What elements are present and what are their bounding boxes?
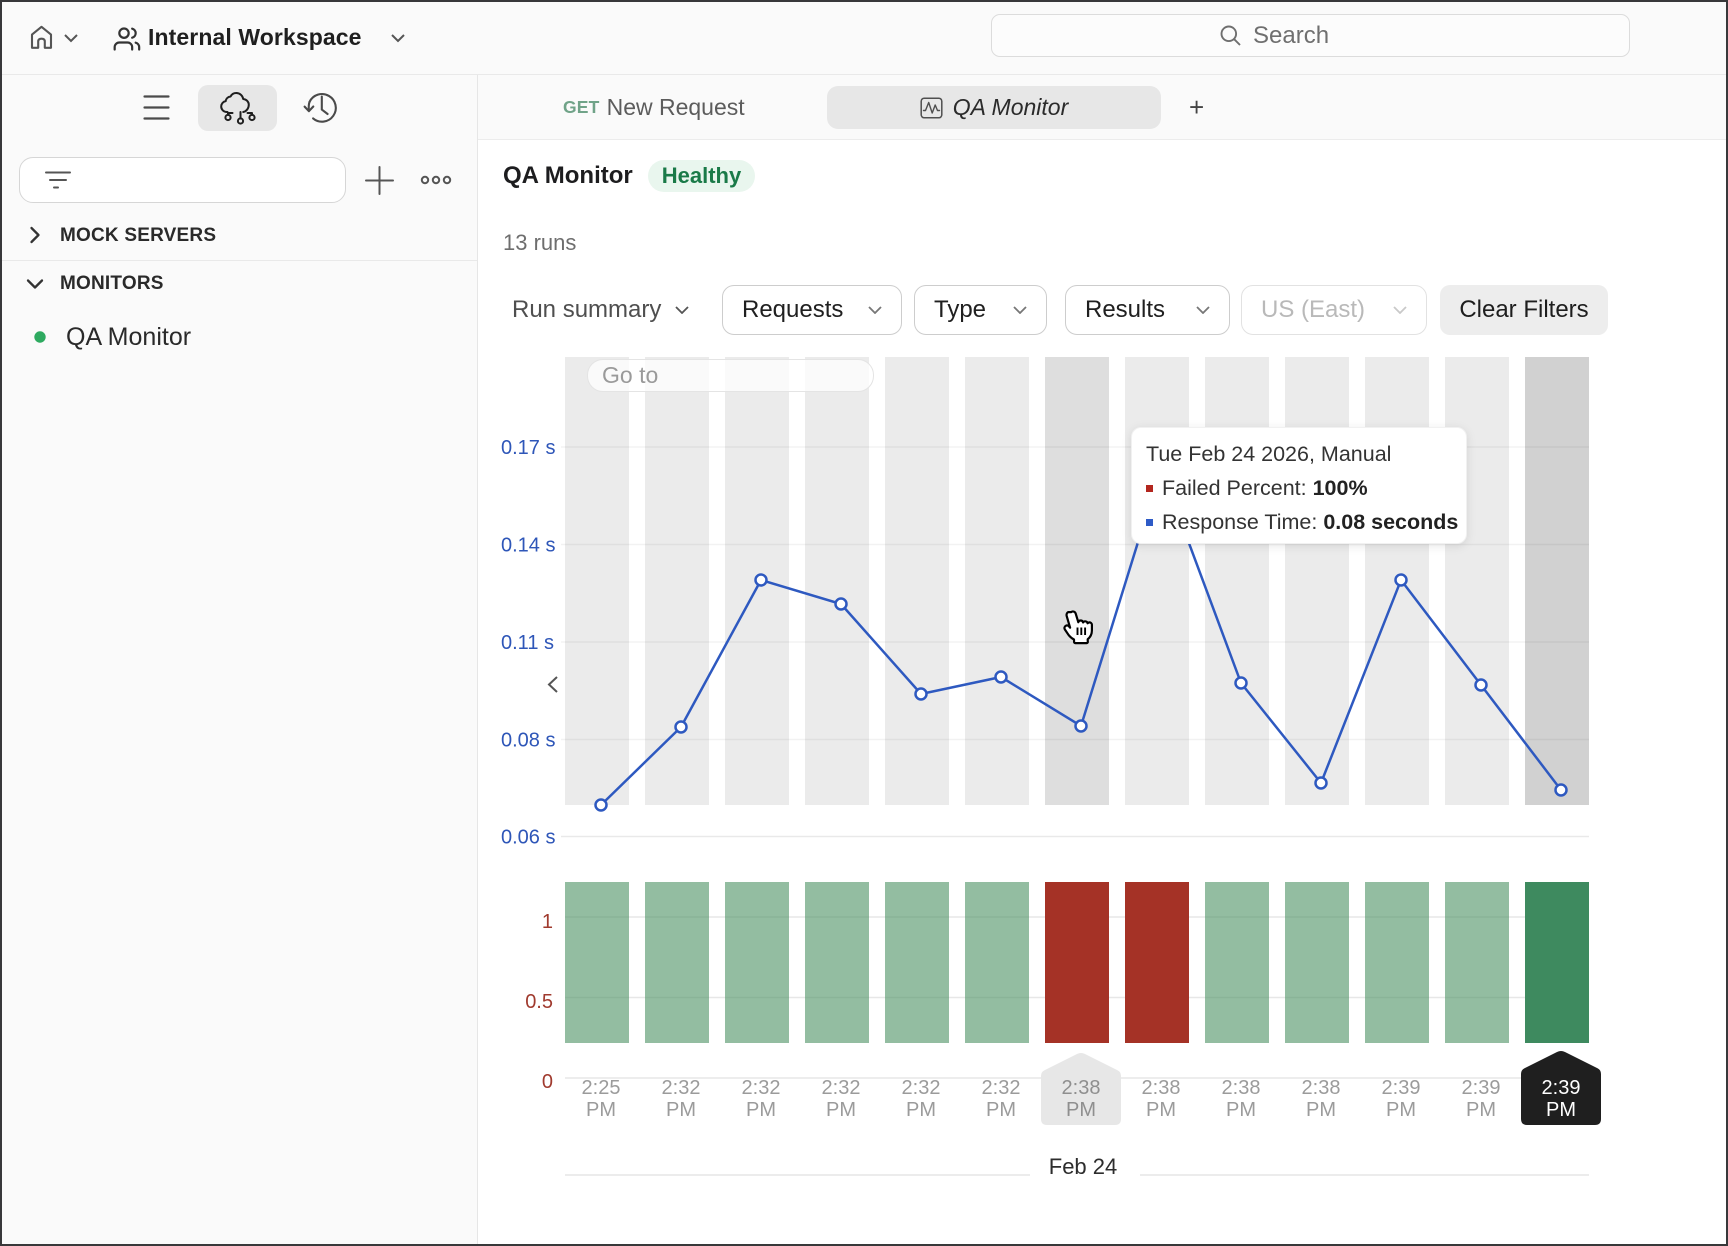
svg-text:PM: PM (1066, 1099, 1096, 1121)
svg-text:0: 0 (542, 1071, 553, 1093)
svg-text:PM: PM (1546, 1099, 1576, 1121)
svg-text:2:32: 2:32 (822, 1077, 861, 1099)
svg-text:2:32: 2:32 (662, 1077, 701, 1099)
svg-text:0.17 s: 0.17 s (501, 437, 555, 459)
svg-text:2:38: 2:38 (1222, 1077, 1261, 1099)
svg-text:2:39: 2:39 (1382, 1077, 1421, 1099)
svg-text:0.14 s: 0.14 s (501, 535, 555, 557)
svg-text:0.11 s: 0.11 s (501, 632, 554, 654)
svg-text:2:32: 2:32 (742, 1077, 781, 1099)
svg-text:0.06 s: 0.06 s (501, 827, 555, 849)
svg-text:PM: PM (666, 1099, 696, 1121)
svg-text:2:39: 2:39 (1542, 1077, 1581, 1099)
svg-text:PM: PM (986, 1099, 1016, 1121)
svg-text:0.08 s: 0.08 s (501, 730, 555, 752)
svg-text:2:25: 2:25 (582, 1077, 621, 1099)
svg-text:PM: PM (906, 1099, 936, 1121)
svg-text:PM: PM (586, 1099, 616, 1121)
svg-text:0.5: 0.5 (525, 991, 553, 1013)
svg-text:2:38: 2:38 (1302, 1077, 1341, 1099)
svg-text:PM: PM (746, 1099, 776, 1121)
svg-text:PM: PM (1226, 1099, 1256, 1121)
svg-text:2:38: 2:38 (1142, 1077, 1181, 1099)
svg-text:2:32: 2:32 (902, 1077, 941, 1099)
svg-text:PM: PM (826, 1099, 856, 1121)
svg-text:2:39: 2:39 (1462, 1077, 1501, 1099)
svg-text:PM: PM (1466, 1099, 1496, 1121)
svg-text:2:38: 2:38 (1062, 1077, 1101, 1099)
svg-text:PM: PM (1386, 1099, 1416, 1121)
svg-text:1: 1 (542, 911, 553, 933)
svg-text:PM: PM (1146, 1099, 1176, 1121)
svg-text:2:32: 2:32 (982, 1077, 1021, 1099)
svg-text:PM: PM (1306, 1099, 1336, 1121)
svg-text:Feb 24: Feb 24 (1049, 1154, 1118, 1179)
